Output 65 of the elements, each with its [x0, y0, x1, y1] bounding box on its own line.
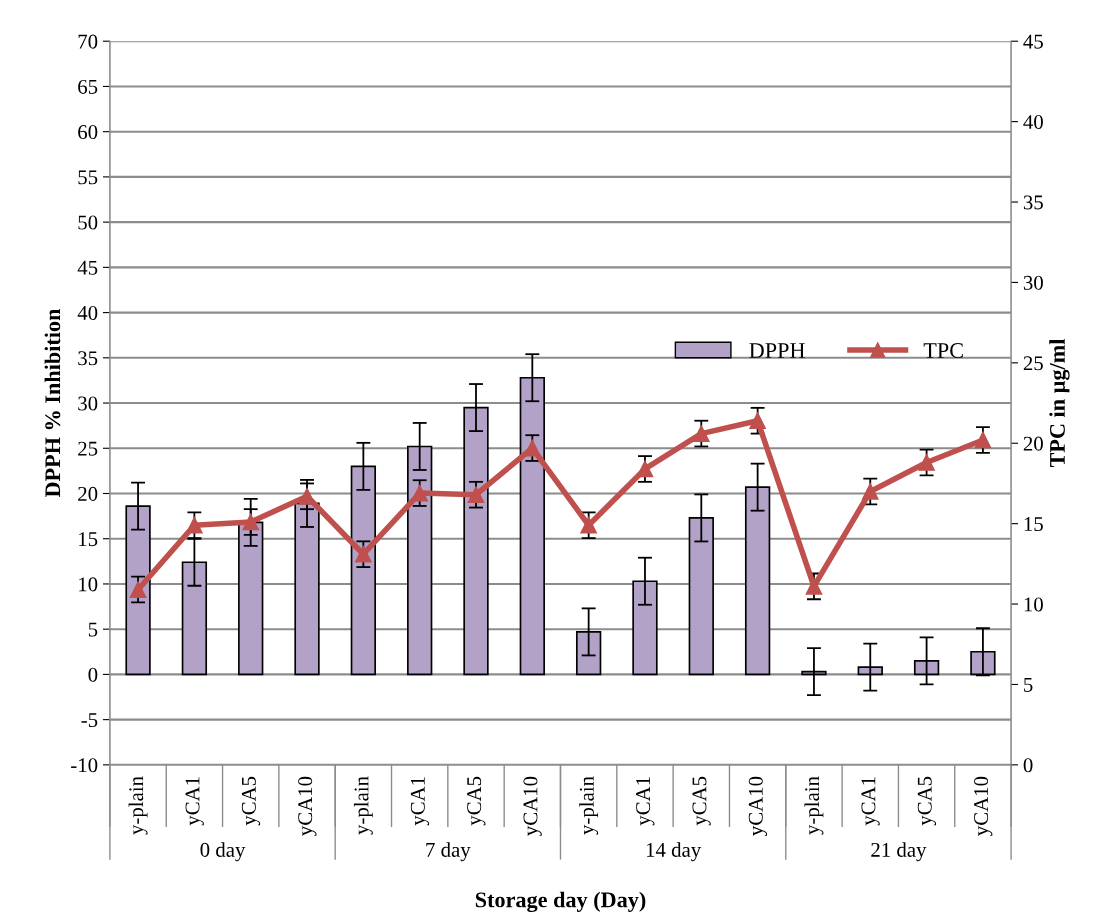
y-tick-label: 0 — [88, 667, 98, 682]
y-tick-label: 65 — [78, 79, 98, 94]
point — [974, 431, 992, 449]
point — [918, 454, 935, 471]
x-tick-label: yCA5 — [241, 776, 261, 826]
y2-tick-label: 45 — [1023, 34, 1043, 49]
y-tick-label: 5 — [88, 622, 98, 637]
x-tick-label: yCA10 — [974, 776, 993, 836]
point — [467, 486, 485, 504]
y-tick-label: -10 — [71, 758, 98, 773]
x-tick-label: yCA10 — [523, 776, 542, 836]
y-tick-label: 60 — [78, 125, 98, 140]
point — [186, 516, 203, 534]
x-tick-label: y-plain — [353, 776, 373, 835]
x-tick-label: y-plain — [128, 776, 148, 835]
x-tick-label: yCA1 — [185, 777, 204, 826]
y2-tick-label: 0 — [1023, 758, 1033, 773]
y2-axis-title: TPC in µg/ml — [1049, 338, 1070, 468]
y-tick-label: 10 — [79, 577, 98, 592]
x-tick-label: yCA5 — [692, 776, 711, 826]
y-tick-label: 45 — [77, 260, 98, 275]
y-tick-label: 15 — [79, 532, 98, 547]
x-tick-label: yCA1 — [636, 777, 655, 826]
y-tick-label: 70 — [78, 34, 98, 49]
y2-tick-label: 30 — [1023, 275, 1043, 290]
y2-tick-label: 25 — [1023, 356, 1043, 371]
y2-tick-label: 10 — [1024, 597, 1043, 612]
y-tick-label: 40 — [77, 305, 98, 321]
point — [242, 513, 260, 531]
y2-tick-label: 35 — [1023, 195, 1043, 210]
point — [580, 516, 597, 534]
y-tick-label: 25 — [78, 441, 98, 456]
y-tick-label: 35 — [78, 351, 98, 366]
x-tick-label: yCA1 — [861, 777, 880, 826]
legend-label: DPPH — [749, 343, 805, 358]
point — [805, 578, 823, 595]
point — [355, 545, 372, 563]
x-axis-title: Storage day (Day) — [475, 891, 646, 913]
legend-label: TPC — [923, 343, 963, 359]
x-tick-label: y-plain — [579, 776, 599, 835]
text: 7 day — [426, 842, 471, 862]
y-tick-label: 55 — [78, 170, 98, 185]
y2-tick-label: 5 — [1024, 678, 1033, 692]
y-tick-label: 50 — [78, 215, 98, 230]
y-tick-label: 20 — [78, 486, 98, 501]
x-tick-label: yCA1 — [410, 777, 430, 826]
point — [749, 412, 766, 430]
x-tick-label: yCA5 — [917, 776, 937, 826]
text: 21 day — [871, 842, 927, 862]
y-tick-label: 30 — [78, 396, 98, 411]
text: 14 day — [646, 842, 702, 862]
point — [411, 484, 429, 502]
x-tick-label: y-plain — [804, 776, 824, 835]
y-tick-label: -5 — [81, 713, 98, 728]
point — [692, 425, 710, 442]
x-tick-label: yCA10 — [748, 776, 768, 836]
point — [861, 483, 879, 500]
text: 0 day — [200, 842, 246, 862]
y2-tick-label: 20 — [1023, 436, 1043, 451]
y-axis-title: DPPH % Inhibition — [44, 308, 61, 498]
point — [129, 581, 147, 598]
x-tick-label: yCA5 — [467, 776, 486, 826]
y2-tick-label: 40 — [1023, 115, 1043, 130]
y2-tick-label: 15 — [1024, 517, 1043, 532]
x-tick-label: yCA10 — [298, 776, 317, 836]
